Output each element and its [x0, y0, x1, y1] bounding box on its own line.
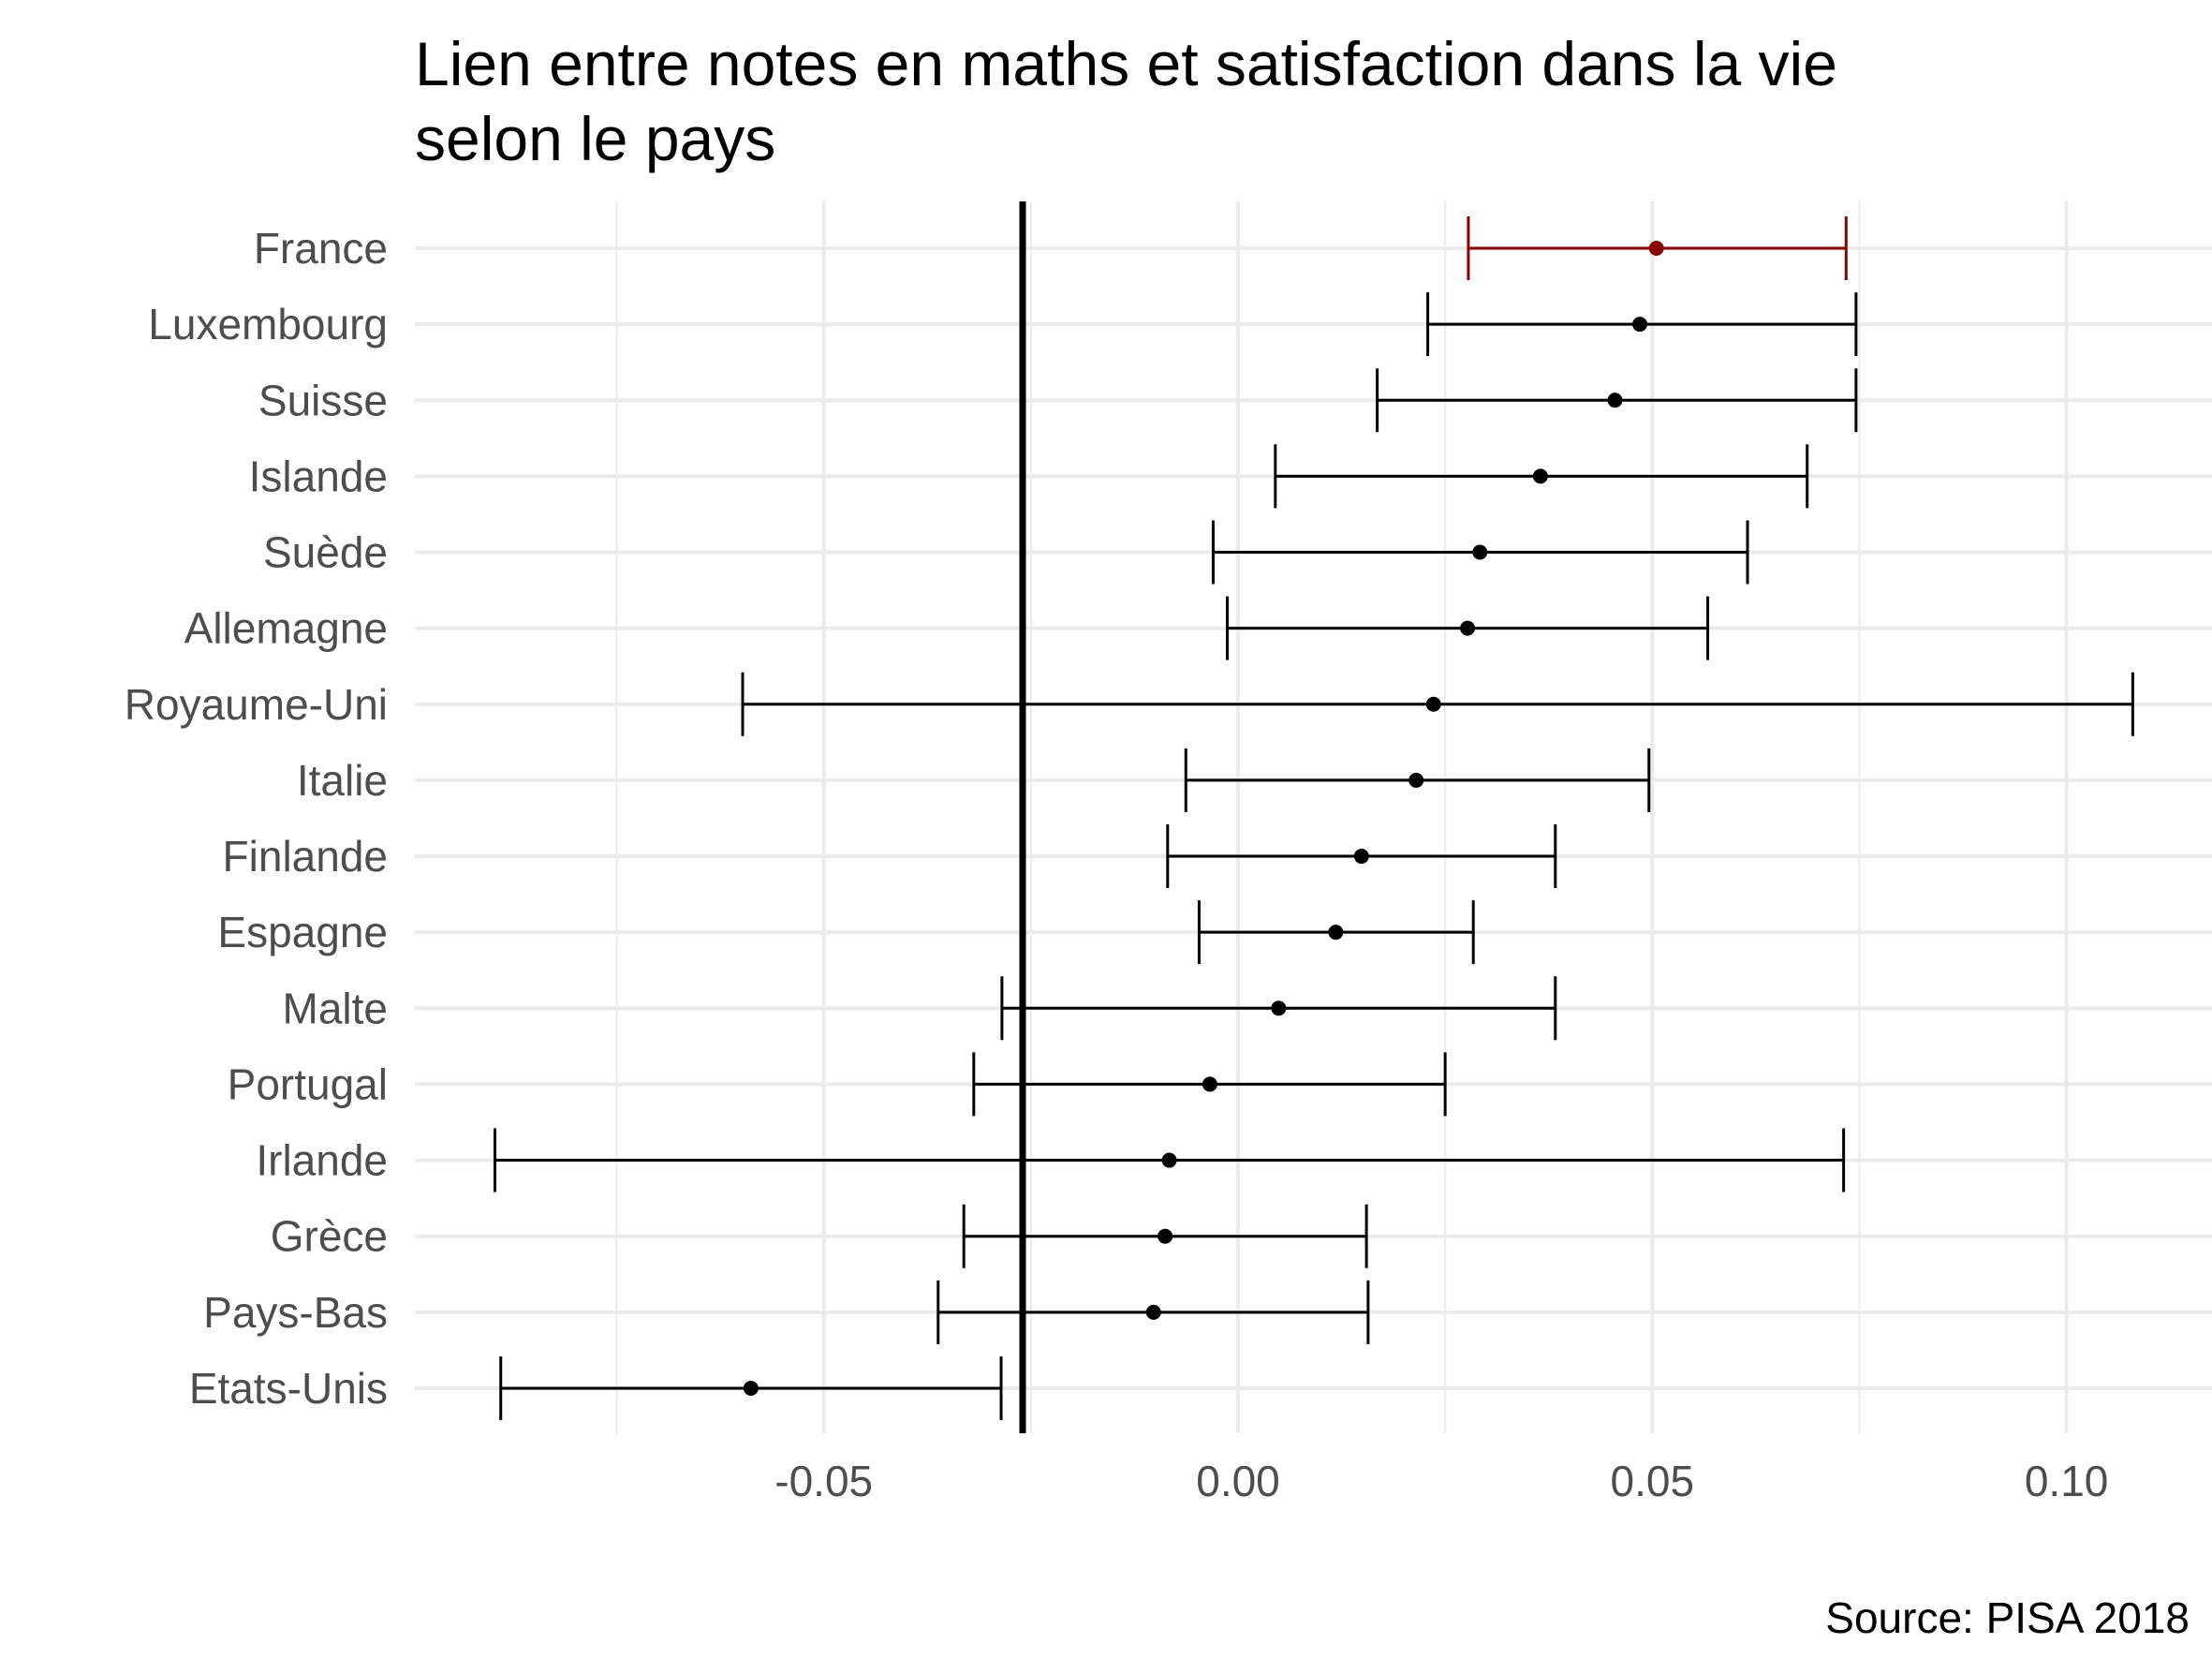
estimate-point-3 — [1532, 468, 1548, 484]
y-tick-label-6: Royaume-Uni — [125, 680, 388, 729]
estimate-point-11 — [1202, 1076, 1217, 1092]
chart-title-line-2: selon le pays — [415, 104, 776, 173]
x-axis-labels: -0.05 0.00 0.05 0.10 — [774, 1457, 2108, 1505]
estimate-point-9 — [1328, 925, 1344, 941]
error-bar-0 — [1467, 216, 1848, 280]
x-tick-label-2: 0.05 — [1611, 1457, 1695, 1505]
error-bar-1 — [1426, 292, 1858, 357]
estimate-point-10 — [1271, 1000, 1287, 1016]
y-tick-label-11: Portugal — [228, 1059, 388, 1108]
y-tick-label-5: Allemagne — [184, 604, 388, 653]
x-tick-label-3: 0.10 — [2025, 1457, 2109, 1505]
estimate-point-0 — [1648, 241, 1664, 256]
error-bar-4 — [1211, 520, 1749, 585]
error-bar-13 — [962, 1204, 1368, 1268]
error-bar-10 — [1000, 976, 1557, 1041]
estimate-point-6 — [1425, 696, 1441, 712]
y-tick-label-9: Espagne — [217, 908, 388, 956]
y-tick-label-7: Italie — [297, 756, 388, 805]
y-tick-label-14: Pays-Bas — [203, 1288, 388, 1337]
error-bars — [494, 216, 2134, 1420]
y-tick-label-15: Etats-Unis — [189, 1364, 388, 1413]
y-tick-label-2: Suisse — [258, 376, 388, 424]
estimate-point-1 — [1632, 317, 1648, 333]
grid-lines — [415, 201, 2212, 1433]
error-bar-12 — [494, 1128, 1846, 1192]
y-tick-label-10: Malte — [283, 984, 388, 1032]
error-bar-15 — [499, 1355, 1003, 1420]
y-tick-label-0: France — [254, 224, 388, 273]
error-bar-7 — [1184, 748, 1651, 812]
estimate-point-13 — [1158, 1228, 1173, 1244]
error-bar-5 — [1226, 596, 1710, 660]
chart-title-line-1: Lien entre notes en maths et satisfactio… — [415, 29, 1837, 98]
estimate-point-7 — [1408, 772, 1424, 788]
y-tick-label-3: Islande — [249, 452, 388, 500]
estimate-point-8 — [1353, 849, 1369, 865]
y-tick-label-8: Finlande — [223, 832, 388, 881]
y-tick-label-1: Luxembourg — [148, 300, 388, 348]
error-bar-2 — [1376, 368, 1858, 433]
error-bar-6 — [741, 672, 2134, 736]
y-tick-label-4: Suède — [263, 528, 388, 577]
estimate-point-2 — [1607, 393, 1623, 408]
error-bar-9 — [1197, 900, 1475, 965]
y-axis-labels: France Luxembourg Suisse Islande Suède Allema… — [125, 224, 388, 1413]
x-tick-label-1: 0.00 — [1196, 1457, 1280, 1505]
y-tick-label-12: Irlande — [256, 1136, 388, 1185]
estimate-point-12 — [1161, 1152, 1177, 1168]
x-tick-label-0: -0.05 — [774, 1457, 873, 1505]
error-bar-11 — [972, 1052, 1447, 1117]
error-bar-3 — [1274, 444, 1809, 509]
error-bar-8 — [1166, 824, 1557, 889]
chart-title: Lien entre notes en maths et satisfactio… — [415, 26, 2175, 176]
source-caption: Source: PISA 2018 — [1825, 1593, 2190, 1642]
estimate-point-4 — [1472, 544, 1488, 560]
estimate-point-15 — [743, 1380, 759, 1396]
estimate-point-5 — [1460, 620, 1476, 636]
estimate-point-14 — [1145, 1304, 1161, 1320]
error-bar-14 — [936, 1280, 1370, 1344]
y-tick-label-13: Grèce — [271, 1212, 388, 1261]
